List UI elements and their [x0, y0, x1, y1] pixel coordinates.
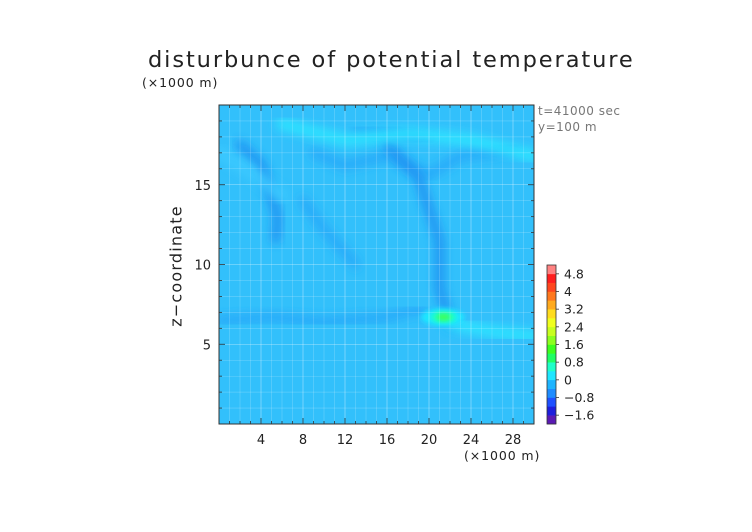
colorbar-label: −1.6 — [564, 408, 594, 423]
y-tick-label: 10 — [194, 259, 211, 274]
colorbar-swatch — [547, 397, 556, 407]
colorbar-label: 4.8 — [564, 266, 584, 281]
y-unit-label: (×1000 m) — [142, 75, 219, 90]
colorbar-label: 2.4 — [564, 319, 584, 334]
colorbar-label: 4 — [564, 284, 572, 299]
chart-title: disturbunce of potential temperature — [148, 47, 635, 73]
colorbar-swatch — [547, 300, 556, 310]
colorbar-swatch — [547, 326, 556, 336]
time-annotation: t=41000 sec — [538, 104, 621, 118]
y-axis-ticks: 5 10 15 — [194, 104, 534, 425]
colorbar-label: −0.8 — [564, 390, 594, 405]
colorbar-swatch — [547, 371, 556, 381]
colorbar-label: 0 — [564, 372, 572, 387]
y-axis-label: z−coordinate — [166, 205, 186, 327]
colorbar-swatch — [547, 379, 556, 389]
colorbar-swatch — [547, 273, 556, 283]
x-tick-label: 12 — [337, 433, 354, 448]
colorbar-swatch — [547, 415, 556, 425]
colorbar-swatch — [547, 388, 556, 398]
x-unit-label: (×1000 m) — [464, 448, 541, 463]
colorbar-swatch — [547, 282, 556, 292]
colorbar-label: 0.8 — [564, 355, 584, 370]
colorbar-swatch — [547, 265, 556, 275]
colorbar-swatch — [547, 309, 556, 319]
colorbar-swatch — [547, 291, 556, 301]
colorbar-label: 1.6 — [564, 337, 584, 352]
x-axis-ticks: 4 8 12 16 20 24 28 — [218, 105, 535, 448]
grid-lines — [219, 105, 534, 424]
y-annotation: y=100 m — [538, 120, 598, 134]
colorbar-label: 3.2 — [564, 302, 584, 317]
y-tick-label: 15 — [194, 179, 211, 194]
x-tick-label: 8 — [299, 433, 307, 448]
colorbar-swatch — [547, 318, 556, 328]
colorbar-swatch — [547, 362, 556, 372]
y-tick-label: 5 — [203, 338, 211, 353]
colorbar-swatch — [547, 344, 556, 354]
x-tick-label: 4 — [257, 433, 265, 448]
colorbar: 4.8 4 3.2 2.4 1.6 0.8 0 −0.8 −1.6 — [546, 264, 594, 425]
x-tick-label: 28 — [505, 433, 522, 448]
x-tick-label: 24 — [463, 433, 480, 448]
colorbar-swatch — [547, 353, 556, 363]
x-tick-label: 16 — [379, 433, 396, 448]
colorbar-swatch — [547, 335, 556, 345]
feature-peak — [436, 313, 451, 321]
x-tick-label: 20 — [421, 433, 438, 448]
colorbar-swatch — [547, 406, 556, 416]
